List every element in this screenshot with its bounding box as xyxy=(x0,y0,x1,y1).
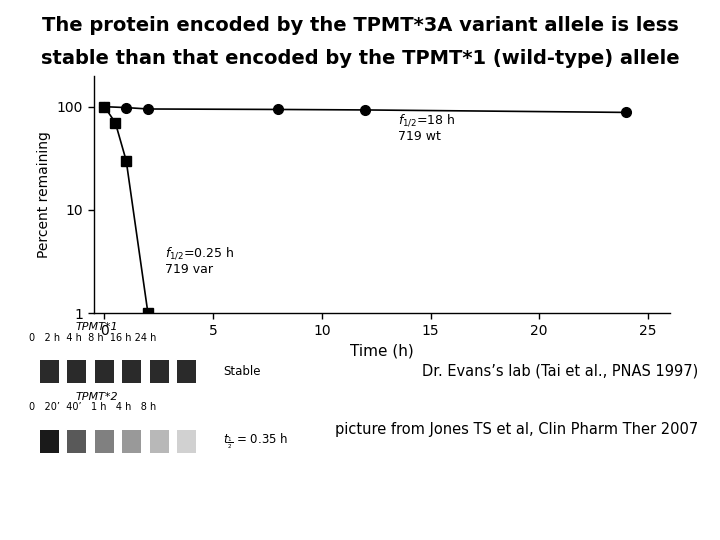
Text: picture from Jones TS et al, Clin Pharm Ther 2007: picture from Jones TS et al, Clin Pharm … xyxy=(335,422,698,437)
Bar xyxy=(122,360,141,382)
Bar xyxy=(68,430,86,453)
Text: stable than that encoded by the TPMT*1 (wild-type) allele: stable than that encoded by the TPMT*1 (… xyxy=(41,49,679,68)
Text: 0   20’  40’   1 h   4 h   8 h: 0 20’ 40’ 1 h 4 h 8 h xyxy=(29,402,156,412)
Text: $f_{1/2}$=18 h
719 wt: $f_{1/2}$=18 h 719 wt xyxy=(398,113,456,144)
Text: TPMT*2: TPMT*2 xyxy=(76,392,119,402)
Bar xyxy=(40,360,59,382)
Bar xyxy=(68,360,86,382)
Text: The protein encoded by the TPMT*3A variant allele is less: The protein encoded by the TPMT*3A varia… xyxy=(42,16,678,35)
Text: $f_{1/2}$=0.25 h
719 var: $f_{1/2}$=0.25 h 719 var xyxy=(166,246,234,276)
Bar xyxy=(122,430,141,453)
Bar xyxy=(150,430,168,453)
X-axis label: Time (h): Time (h) xyxy=(350,343,413,358)
Bar xyxy=(40,430,59,453)
Text: 0   2 h  4 h  8 h  16 h 24 h: 0 2 h 4 h 8 h 16 h 24 h xyxy=(29,333,156,343)
Bar xyxy=(95,430,114,453)
Y-axis label: Percent remaining: Percent remaining xyxy=(37,131,51,258)
Text: Dr. Evans’s lab (Tai et al., PNAS 1997): Dr. Evans’s lab (Tai et al., PNAS 1997) xyxy=(422,363,698,378)
Text: Stable: Stable xyxy=(223,364,261,378)
Bar xyxy=(95,360,114,382)
Bar xyxy=(150,360,168,382)
Text: TPMT*1: TPMT*1 xyxy=(76,322,119,332)
Text: $t_{\frac{1}{2}}$ = 0.35 h: $t_{\frac{1}{2}}$ = 0.35 h xyxy=(223,432,289,451)
Bar xyxy=(177,360,196,382)
Bar xyxy=(177,430,196,453)
